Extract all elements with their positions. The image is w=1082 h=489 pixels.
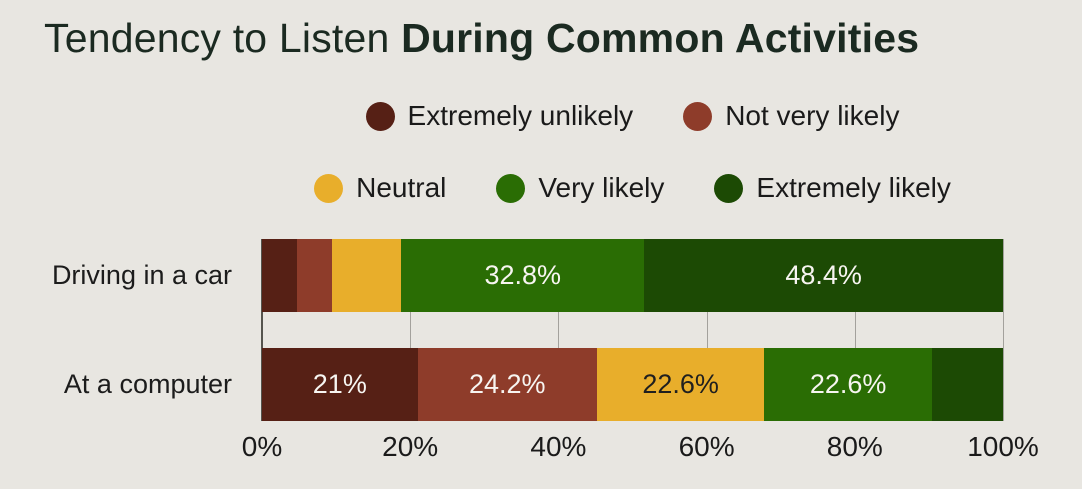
legend-swatch-circle	[365, 101, 395, 131]
legend-item: Extremely unlikely	[365, 100, 634, 132]
legend-item: Neutral	[314, 172, 446, 204]
y-axis-line	[261, 239, 263, 421]
gridline-100%	[1003, 239, 1004, 421]
legend-label: Neutral	[356, 172, 447, 203]
gridline-40%	[558, 239, 560, 421]
legend-swatch-circle	[496, 173, 526, 203]
legend-swatch-circle	[683, 101, 713, 131]
segment	[931, 348, 1003, 421]
title-regular: Tendency to Listen	[44, 15, 402, 61]
legend-swatch-circle	[714, 173, 744, 203]
legend-label: Extremely unlikely	[407, 100, 634, 131]
bar-at-a-computer: 21% 24.2% 22.6% 22.6%	[262, 348, 1003, 421]
legend-label: Not very likely	[725, 100, 900, 131]
legend-item: Not very likely	[683, 100, 899, 132]
segment	[296, 239, 332, 312]
plot-area: 32.8% 48.4% 21% 24.2% 22.6% 22.6%	[261, 239, 1004, 421]
segment: 22.6%	[596, 348, 765, 421]
legend-row-2: Neutral Very likely Extremely likely	[262, 172, 1003, 204]
x-tick-label: 80%	[826, 431, 883, 462]
segment-value-label: 24.2%	[468, 369, 546, 399]
category-label: At a computer	[63, 369, 232, 399]
segment	[331, 239, 402, 312]
segment: 48.4%	[644, 239, 1003, 312]
segment: 32.8%	[401, 239, 645, 312]
category-label: Driving in a car	[51, 260, 232, 290]
segment: 24.2%	[417, 348, 597, 421]
segment: 21%	[262, 348, 418, 421]
x-tick-label: 100%	[967, 431, 1039, 462]
segment-value-label: 21%	[312, 369, 367, 399]
segment-value-label: 32.8%	[484, 260, 562, 290]
segment-value-label: 22.6%	[809, 369, 887, 399]
legend-item: Very likely	[496, 172, 664, 204]
title-bold: During Common Activities	[401, 15, 920, 61]
bar-driving-in-a-car: 32.8% 48.4%	[262, 239, 1003, 312]
x-tick-label: 20%	[382, 431, 439, 462]
legend-swatch-circle	[314, 173, 344, 203]
chart-title: Tendency to Listen During Common Activit…	[44, 15, 920, 61]
legend-item: Extremely likely	[714, 172, 951, 204]
gridline-60%	[706, 239, 708, 421]
legend-label: Very likely	[538, 172, 665, 203]
segment-value-label: 22.6%	[642, 369, 719, 399]
x-tick-label: 60%	[678, 431, 735, 462]
gridline-20%	[410, 239, 412, 421]
x-tick-label: 40%	[530, 431, 587, 462]
legend-row-1: Extremely unlikely Not very likely	[262, 100, 1003, 132]
segment-value-label: 48.4%	[785, 260, 862, 290]
segment	[262, 239, 297, 312]
segment: 22.6%	[764, 348, 932, 421]
legend-label: Extremely likely	[756, 172, 951, 203]
gridline-80%	[854, 239, 856, 421]
x-tick-label: 0%	[241, 431, 283, 462]
